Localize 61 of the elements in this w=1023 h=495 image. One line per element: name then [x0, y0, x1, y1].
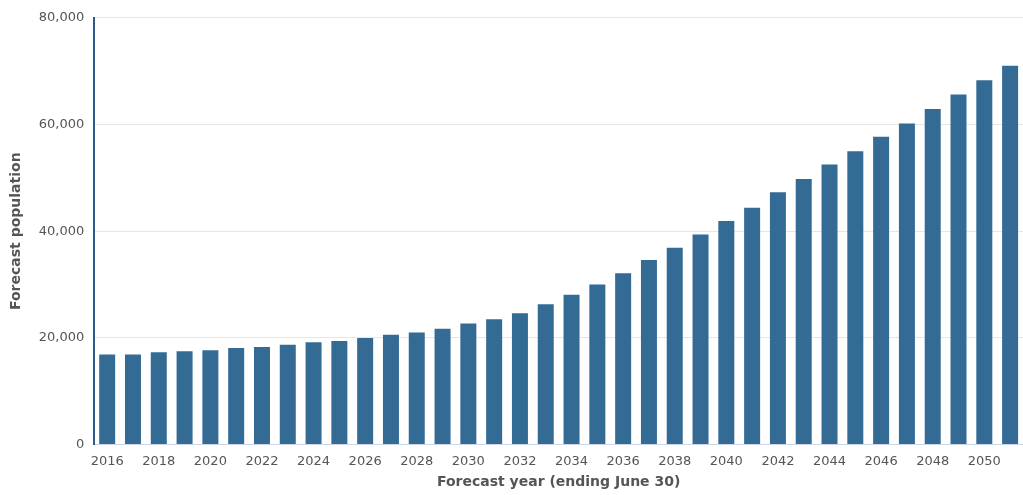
- x-tick-label: 2024: [297, 452, 331, 468]
- x-tick-label: 2040: [709, 452, 743, 468]
- x-tick-label: 2050: [967, 452, 1001, 468]
- bar: [821, 164, 838, 445]
- bar: [640, 260, 657, 445]
- y-tick-label: 80,000: [38, 9, 85, 25]
- bar: [898, 123, 915, 445]
- x-tick-label: 2028: [400, 452, 434, 468]
- bar: [408, 332, 425, 445]
- bar: [976, 80, 993, 445]
- bar: [202, 350, 219, 445]
- bar: [124, 354, 141, 445]
- x-tick-label: 2020: [193, 452, 227, 468]
- x-tick-label: 2022: [245, 452, 279, 468]
- bar: [692, 234, 709, 445]
- bar: [873, 136, 890, 445]
- x-axis-title: Forecast year (ending June 30): [436, 473, 681, 490]
- bar: [228, 348, 245, 445]
- x-tick-label: 2042: [761, 452, 795, 468]
- x-tick-label: 2036: [606, 452, 640, 468]
- bar: [589, 284, 606, 445]
- x-tick-label: 2034: [555, 452, 589, 468]
- x-tick-label: 2046: [864, 452, 898, 468]
- bar: [563, 294, 580, 445]
- bar: [537, 304, 554, 445]
- bar: [666, 247, 683, 445]
- bar: [253, 346, 270, 445]
- bar: [434, 328, 451, 445]
- x-tick-label: 2032: [503, 452, 537, 468]
- bar: [176, 351, 193, 445]
- x-tick-label: 2048: [916, 452, 950, 468]
- y-tick-label: 40,000: [38, 222, 85, 238]
- bar: [1002, 65, 1019, 445]
- x-tick-label: 2038: [658, 452, 692, 468]
- bar: [847, 151, 864, 445]
- bar: [718, 221, 735, 445]
- bar: [615, 273, 632, 445]
- bar: [305, 342, 322, 445]
- y-tick-label: 0: [76, 435, 85, 451]
- bar: [744, 207, 761, 445]
- bar: [279, 344, 296, 445]
- bar: [950, 94, 967, 445]
- x-tick-label: 2044: [812, 452, 847, 468]
- bar: [769, 192, 786, 445]
- x-tick-label: 2030: [451, 452, 485, 468]
- bar: [511, 313, 528, 445]
- bar: [99, 354, 116, 445]
- x-tick-label: 2016: [90, 452, 124, 468]
- bar: [924, 109, 941, 445]
- bar: [486, 319, 503, 445]
- bar: [382, 334, 399, 445]
- bar: [460, 323, 477, 445]
- x-tick-label: 2026: [348, 452, 382, 468]
- bar: [150, 352, 167, 445]
- bar: [331, 341, 348, 445]
- y-tick-label: 20,000: [38, 329, 85, 345]
- y-tick-label: 60,000: [38, 115, 85, 131]
- bar: [795, 178, 812, 445]
- x-tick-label: 2018: [142, 452, 176, 468]
- y-axis-title: Forecast population: [7, 152, 24, 310]
- bar: [357, 337, 374, 445]
